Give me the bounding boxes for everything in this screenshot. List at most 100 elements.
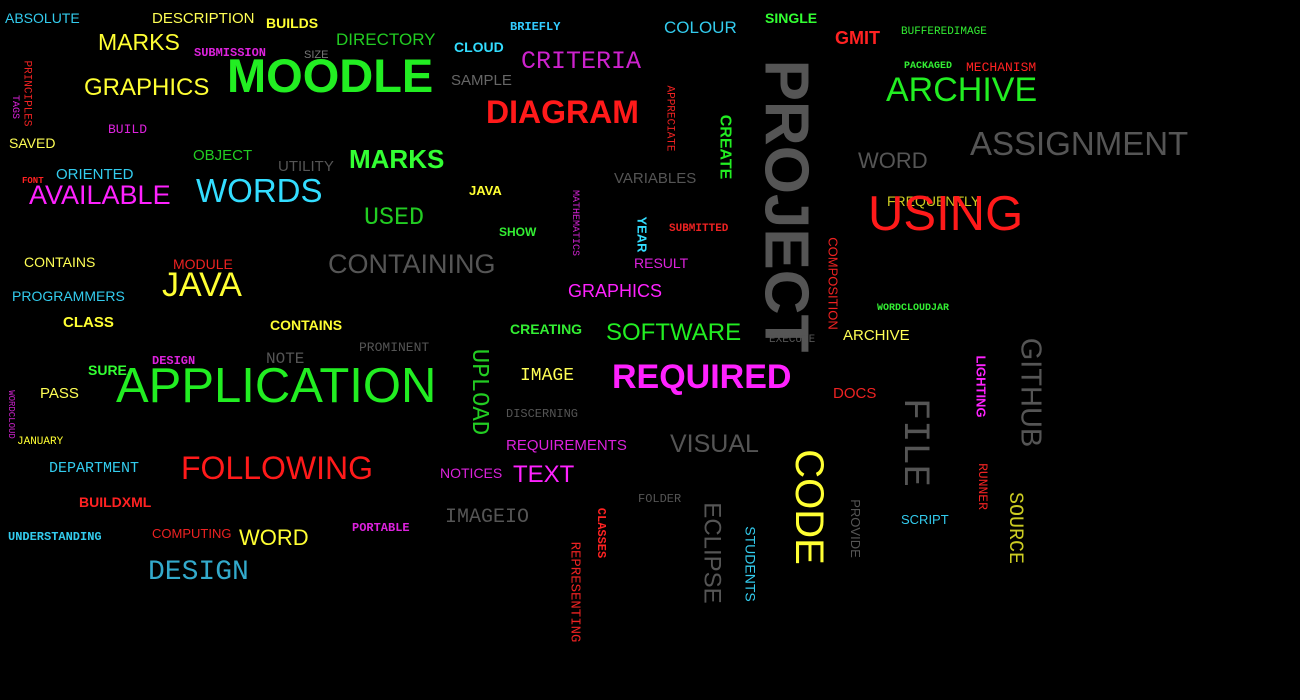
word: DIRECTORY bbox=[336, 30, 436, 49]
word: MARKS bbox=[349, 144, 445, 174]
word: UNDERSTANDING bbox=[8, 530, 102, 544]
word-vertical: STUDENTS bbox=[742, 526, 759, 602]
word-vertical: YEAR bbox=[634, 216, 650, 253]
word: SCRIPT bbox=[901, 512, 949, 527]
word: NOTICES bbox=[440, 465, 503, 481]
word: WORDS bbox=[196, 172, 323, 209]
word: VARIABLES bbox=[614, 170, 697, 187]
word: WORDCLOUDJAR bbox=[877, 303, 950, 314]
word: SHOW bbox=[499, 225, 537, 239]
word: CONTAINS bbox=[24, 254, 96, 270]
word: JAVA bbox=[469, 183, 502, 198]
word: JANUARY bbox=[17, 436, 64, 448]
word: ORIENTED bbox=[56, 166, 134, 183]
word: BRIEFLY bbox=[510, 20, 561, 34]
word: MOODLE bbox=[227, 49, 434, 102]
word: DISCERNING bbox=[506, 407, 579, 421]
word: AVAILABLE bbox=[29, 180, 171, 210]
word: JAVA bbox=[162, 266, 242, 304]
word: MARKS bbox=[98, 29, 180, 55]
word: FONT bbox=[22, 176, 44, 186]
word: USING bbox=[868, 187, 1024, 241]
word-vertical: RUNNER bbox=[974, 463, 990, 510]
word: CONTAINS bbox=[270, 317, 343, 333]
word: NOTE bbox=[266, 350, 305, 368]
word: SOFTWARE bbox=[606, 319, 742, 346]
word-vertical: REPRESENTING bbox=[566, 541, 583, 643]
word: DESIGN bbox=[148, 557, 249, 588]
word: PORTABLE bbox=[352, 521, 410, 535]
word: RESULT bbox=[634, 255, 689, 271]
word-vertical: SOURCE bbox=[1003, 491, 1027, 565]
word-vertical: PROVIDE bbox=[847, 499, 863, 558]
word: PROGRAMMERS bbox=[12, 288, 125, 304]
word: CRITERIA bbox=[521, 47, 642, 76]
word: ARCHIVE bbox=[886, 71, 1038, 109]
word: MODULE bbox=[173, 256, 233, 272]
word-vertical: UPLOAD bbox=[465, 348, 493, 436]
word: BUILDXML bbox=[79, 494, 152, 510]
word: WORD bbox=[239, 525, 309, 550]
word: FOLDER bbox=[638, 492, 682, 506]
word: DOCS bbox=[833, 385, 877, 402]
word: BUFFEREDIMAGE bbox=[901, 26, 987, 38]
word: APPLICATION bbox=[116, 359, 437, 413]
word: DIAGRAM bbox=[486, 94, 639, 130]
word: UTILITY bbox=[278, 158, 334, 175]
word: BUILDS bbox=[266, 15, 319, 31]
word: REQUIREMENTS bbox=[506, 437, 627, 454]
word: SUBMISSION bbox=[194, 46, 267, 60]
word: DESCRIPTION bbox=[152, 10, 255, 27]
word: MECHANISM bbox=[966, 60, 1037, 75]
word: IMAGEIO bbox=[445, 506, 530, 529]
word: COLOUR bbox=[664, 18, 737, 37]
word-vertical: CREATE bbox=[716, 114, 734, 180]
word: GMIT bbox=[835, 28, 880, 48]
word-vertical: ECLIPSE bbox=[698, 502, 726, 604]
word: USED bbox=[364, 203, 425, 232]
word: GRAPHICS bbox=[84, 74, 210, 101]
word: SINGLE bbox=[765, 10, 818, 26]
word: PROMINENT bbox=[359, 340, 430, 355]
word-vertical: GITHUB bbox=[1014, 337, 1047, 448]
word-vertical: CODE bbox=[786, 449, 831, 565]
word: BUILD bbox=[108, 122, 148, 137]
word: CLASS bbox=[63, 314, 114, 331]
word: IMAGE bbox=[520, 366, 575, 386]
word-vertical: LIGHTING bbox=[973, 355, 989, 418]
word: SIZE bbox=[304, 49, 329, 61]
word: PASS bbox=[40, 385, 79, 402]
word: ASSIGNMENT bbox=[970, 125, 1189, 162]
word-vertical: WORDCLOUD bbox=[5, 390, 16, 439]
word: VISUAL bbox=[670, 430, 759, 458]
word: SAMPLE bbox=[451, 72, 512, 89]
word: CLOUD bbox=[454, 39, 504, 55]
word: PACKAGED bbox=[904, 61, 953, 72]
word-vertical: PROJECT bbox=[751, 59, 821, 353]
word: WORD bbox=[858, 148, 928, 173]
word-vertical: TAGS bbox=[9, 94, 21, 120]
word: GRAPHICS bbox=[568, 281, 663, 301]
word-vertical: FILE bbox=[892, 398, 935, 487]
word: REQUIRED bbox=[612, 358, 792, 396]
word: FREQUENTLY bbox=[887, 193, 981, 209]
word: EXECUTE bbox=[769, 334, 816, 346]
word: ABSOLUTE bbox=[5, 10, 80, 26]
word: SAVED bbox=[9, 135, 56, 151]
word: ARCHIVE bbox=[843, 327, 910, 344]
word: OBJECT bbox=[193, 147, 253, 164]
word: SUBMITTED bbox=[669, 223, 729, 235]
word: FOLLOWING bbox=[181, 450, 374, 486]
word-vertical: CLASSES bbox=[594, 507, 609, 559]
word: CONTAINING bbox=[328, 249, 496, 279]
word-vertical: APPRECIATE bbox=[663, 85, 676, 152]
word: DESIGN bbox=[152, 354, 196, 368]
word: TEXT bbox=[513, 461, 575, 488]
word-vertical: PRINCIPLES bbox=[20, 60, 33, 127]
word: COMPUTING bbox=[152, 526, 232, 541]
word: SURE bbox=[88, 362, 127, 378]
word: DEPARTMENT bbox=[49, 460, 140, 477]
word-vertical: COMPOSITION bbox=[825, 237, 841, 330]
word: CREATING bbox=[510, 321, 583, 337]
